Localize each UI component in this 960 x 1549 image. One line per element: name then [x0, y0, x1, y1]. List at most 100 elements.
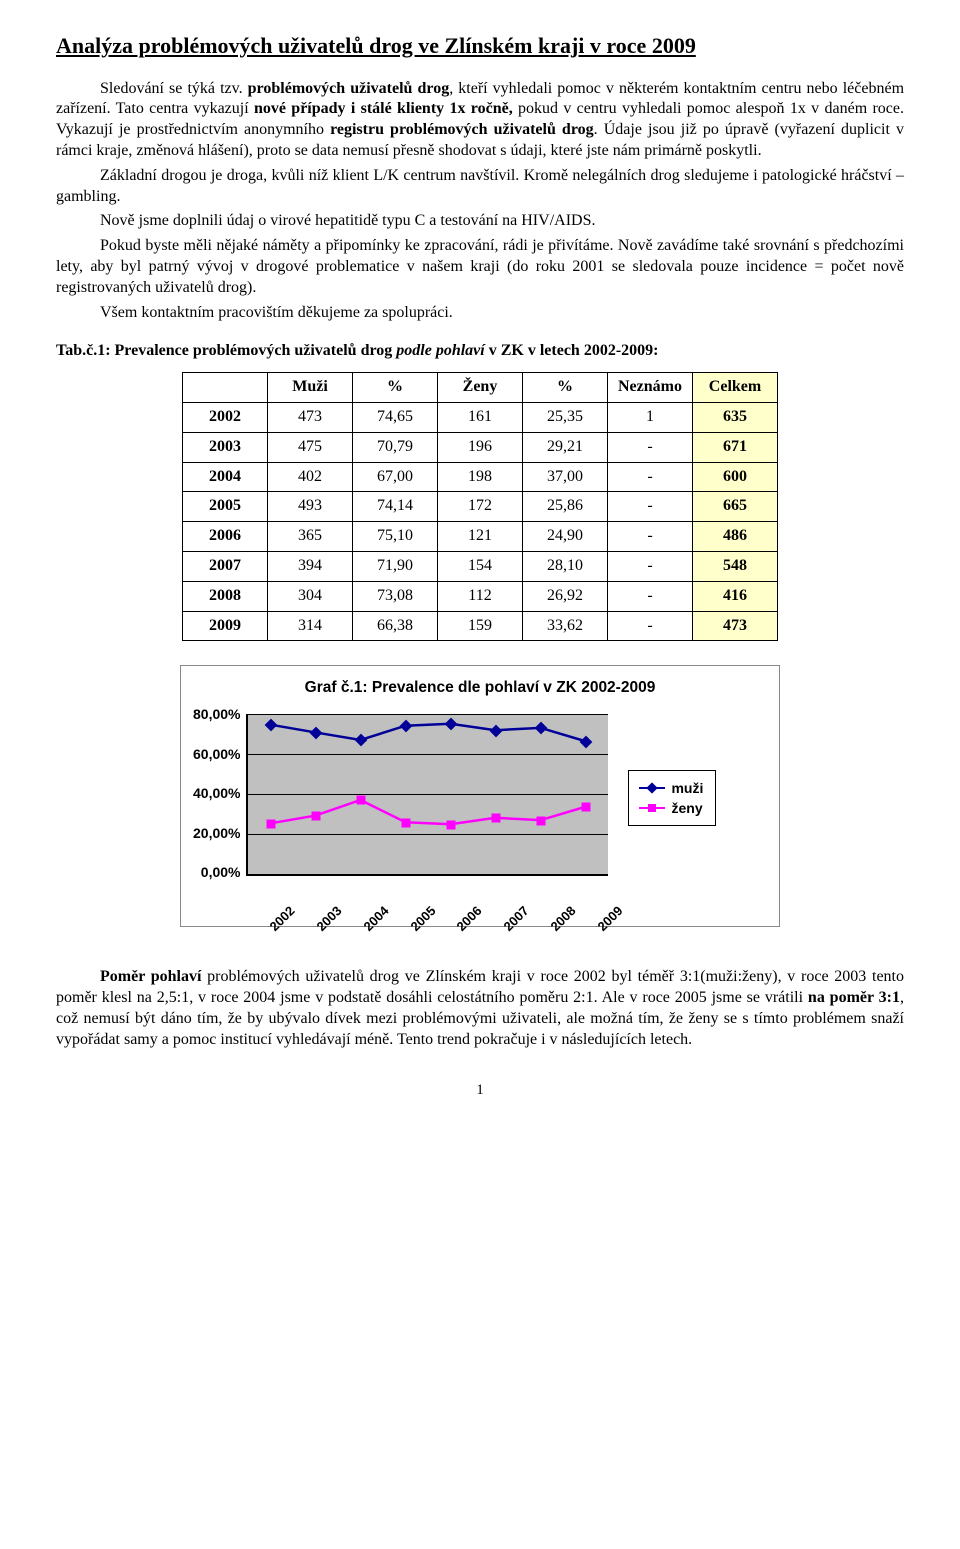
table-row: 200440267,0019837,00-600: [183, 462, 778, 492]
legend-label-muzi: muži: [671, 779, 703, 797]
para-5: Všem kontaktním pracovištím děkujeme za …: [56, 303, 904, 324]
para-4: Pokud byste měli nějaké náměty a připomí…: [56, 236, 904, 298]
legend-item-muzi: muži: [639, 779, 703, 797]
table-row: 200830473,0811226,92-416: [183, 581, 778, 611]
table-cell: 161: [438, 402, 523, 432]
table-cell: 198: [438, 462, 523, 492]
th-zeny: Ženy: [438, 373, 523, 403]
table-cell: 2008: [183, 581, 268, 611]
table-cell: -: [608, 611, 693, 641]
legend-swatch-pink: [639, 807, 665, 810]
table-cell: 548: [693, 551, 778, 581]
table-cell: -: [608, 462, 693, 492]
table-cell: 70,79: [353, 432, 438, 462]
page-number: 1: [56, 1081, 904, 1101]
legend-label-zeny: ženy: [671, 799, 702, 817]
th-prefix: Tab.č.1: Prevalence problémových uživate…: [56, 342, 396, 359]
xtick: 2004: [358, 903, 393, 938]
table-cell: -: [608, 581, 693, 611]
xtick: 2007: [499, 903, 534, 938]
th-blank: [183, 373, 268, 403]
legend-swatch-blue: [639, 787, 665, 790]
table-cell: -: [608, 432, 693, 462]
ytick: 40,00%: [193, 784, 240, 802]
para-3: Nově jsme doplnili údaj o virové hepatit…: [56, 211, 904, 232]
table-cell: 493: [268, 492, 353, 522]
table-cell: 600: [693, 462, 778, 492]
y-axis-labels: 80,00% 60,00% 40,00% 20,00% 0,00%: [193, 705, 246, 881]
table-row: 200549374,1417225,86-665: [183, 492, 778, 522]
th-suffix: v ZK v letech 2002-2009:: [485, 342, 659, 359]
table-header-row: Muži % Ženy % Neznámo Celkem: [183, 373, 778, 403]
th-muzi: Muži: [268, 373, 353, 403]
chart-legend: muži ženy: [628, 770, 716, 826]
table-cell: 665: [693, 492, 778, 522]
prevalence-table: Muži % Ženy % Neznámo Celkem 200247374,6…: [182, 372, 778, 641]
table-cell: 416: [693, 581, 778, 611]
table-cell: 486: [693, 522, 778, 552]
table-cell: 29,21: [523, 432, 608, 462]
table-cell: -: [608, 522, 693, 552]
concl-c: na poměr 3:1: [808, 989, 900, 1006]
table-cell: 394: [268, 551, 353, 581]
table-cell: 25,86: [523, 492, 608, 522]
x-axis-labels: 20022003200420052006200720082009: [255, 887, 615, 920]
table-cell: 159: [438, 611, 523, 641]
table-cell: 635: [693, 402, 778, 432]
table-heading: Tab.č.1: Prevalence problémových uživate…: [56, 341, 904, 362]
xtick: 2002: [264, 903, 299, 938]
p1-f: registru problémových uživatelů drog: [330, 121, 594, 138]
table-cell: 2003: [183, 432, 268, 462]
th-ital: podle pohlaví: [396, 342, 484, 359]
table-cell: 24,90: [523, 522, 608, 552]
table-row: 200931466,3815933,62-473: [183, 611, 778, 641]
xtick: 2006: [452, 903, 487, 938]
ytick: 0,00%: [193, 863, 240, 881]
table-cell: 154: [438, 551, 523, 581]
table-cell: -: [608, 551, 693, 581]
p1-a: Sledování se týká tzv.: [100, 80, 248, 97]
table-cell: 2002: [183, 402, 268, 432]
table-cell: 196: [438, 432, 523, 462]
p1-b: problémových uživatelů drog: [248, 80, 450, 97]
table-cell: 473: [693, 611, 778, 641]
para-2: Základní drogou je droga, kvůli níž klie…: [56, 166, 904, 208]
table-cell: 37,00: [523, 462, 608, 492]
table-cell: 25,35: [523, 402, 608, 432]
xtick: 2009: [592, 903, 627, 938]
concl-a: Poměr pohlaví: [100, 968, 201, 985]
ytick: 20,00%: [193, 824, 240, 842]
table-cell: 172: [438, 492, 523, 522]
table-cell: 26,92: [523, 581, 608, 611]
table-cell: 75,10: [353, 522, 438, 552]
para-1: Sledování se týká tzv. problémových uživ…: [56, 79, 904, 162]
table-cell: 73,08: [353, 581, 438, 611]
table-cell: 71,90: [353, 551, 438, 581]
th-pct-m: %: [353, 373, 438, 403]
para-conclusion: Poměr pohlaví problémových uživatelů dro…: [56, 967, 904, 1050]
table-cell: 74,65: [353, 402, 438, 432]
table-cell: 402: [268, 462, 353, 492]
ytick: 60,00%: [193, 745, 240, 763]
table-cell: -: [608, 492, 693, 522]
table-cell: 2007: [183, 551, 268, 581]
table-cell: 2005: [183, 492, 268, 522]
table-cell: 304: [268, 581, 353, 611]
xtick: 2008: [545, 903, 580, 938]
table-row: 200347570,7919629,21-671: [183, 432, 778, 462]
page-title: Analýza problémových uživatelů drog ve Z…: [56, 32, 904, 61]
table-cell: 66,38: [353, 611, 438, 641]
table-row: 200636575,1012124,90-486: [183, 522, 778, 552]
table-cell: 2004: [183, 462, 268, 492]
p1-d: nové případy i stálé klienty 1x ročně,: [254, 100, 513, 117]
table-cell: 74,14: [353, 492, 438, 522]
table-row: 200739471,9015428,10-548: [183, 551, 778, 581]
table-cell: 28,10: [523, 551, 608, 581]
table-cell: 671: [693, 432, 778, 462]
xtick: 2005: [405, 903, 440, 938]
table-cell: 2009: [183, 611, 268, 641]
ytick: 80,00%: [193, 705, 240, 723]
table-cell: 33,62: [523, 611, 608, 641]
table-cell: 475: [268, 432, 353, 462]
table-cell: 473: [268, 402, 353, 432]
